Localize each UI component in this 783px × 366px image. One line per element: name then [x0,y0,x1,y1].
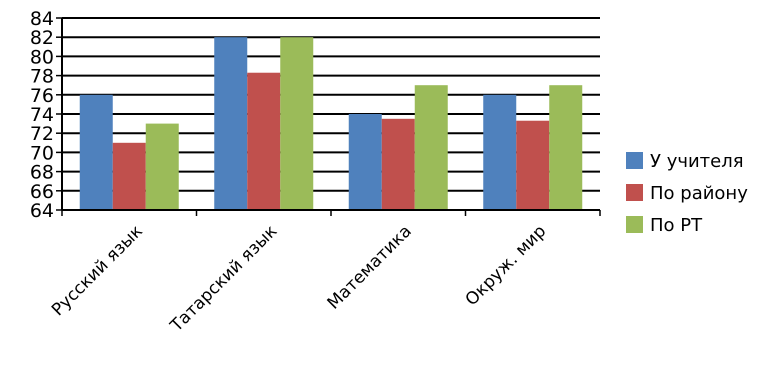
bar-district-1 [247,72,281,210]
y-tick-label: 64 [30,200,54,222]
category-label: Русский язык [48,221,147,320]
y-tick-label: 68 [30,162,54,184]
y-tick-label: 80 [30,46,54,68]
category-labels: Русский язык Татарский язык Математика Окру… [48,221,550,336]
category-label: Татарский язык [166,221,281,336]
legend-label: По РТ [650,215,703,236]
bar-district-2 [381,118,415,210]
bar-teacher-0 [79,94,113,210]
axes [56,17,601,216]
bar-district-3 [516,120,550,210]
legend-swatch [626,184,643,201]
legend-label: У учителя [650,151,744,172]
y-tick-label: 84 [30,8,54,30]
y-tick-label: 66 [30,181,54,203]
category-label: Окруж. мир [462,221,551,310]
bar-republic-0 [145,123,179,210]
bars [79,37,583,211]
category-label: Математика [324,221,416,313]
bar-republic-1 [280,37,314,211]
y-tick-label: 82 [30,27,54,49]
legend: У учителя По району По РТ [626,151,748,236]
y-tick-label: 76 [30,85,54,107]
bar-district-0 [112,142,146,210]
bar-teacher-2 [348,114,382,210]
y-tick-label: 70 [30,142,54,164]
bar-teacher-1 [214,37,248,211]
bar-teacher-3 [483,94,517,210]
y-tick-label: 72 [30,123,54,145]
bar-republic-3 [549,85,583,210]
bar-republic-2 [414,85,448,210]
legend-label: По району [650,183,748,204]
legend-swatch [626,216,643,233]
y-tick-label: 74 [30,104,54,126]
legend-swatch [626,152,643,169]
y-tick-label: 78 [30,66,54,88]
